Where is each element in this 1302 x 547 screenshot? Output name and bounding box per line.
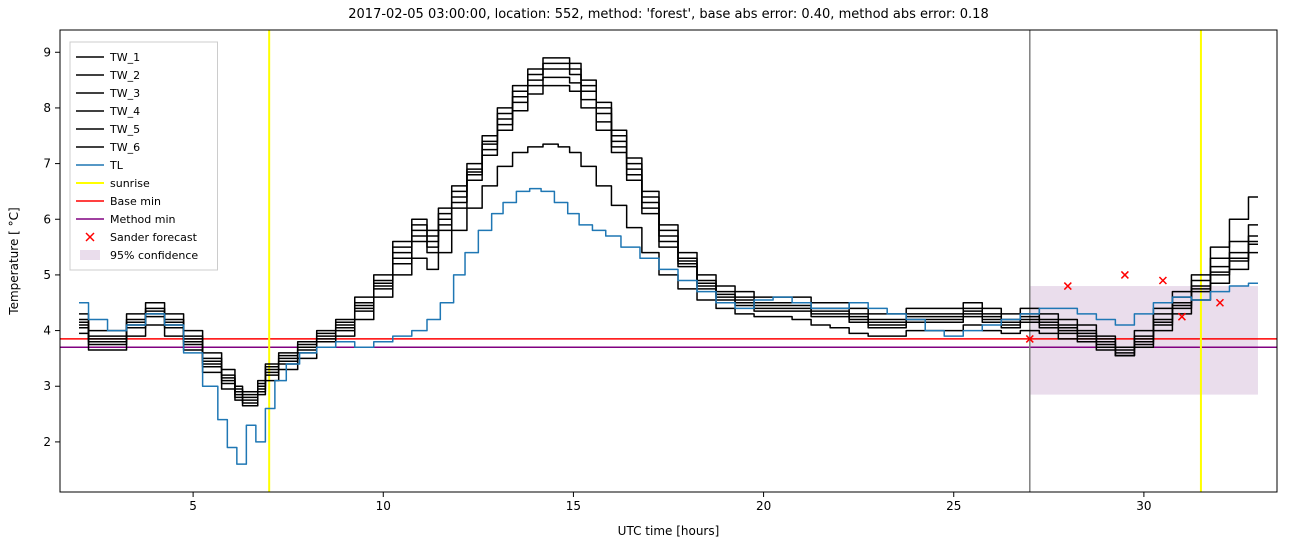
legend-label: TW_4 xyxy=(109,105,140,118)
x-tick-label: 15 xyxy=(566,499,581,513)
x-axis-label: UTC time [hours] xyxy=(618,524,720,538)
x-tick-label: 20 xyxy=(756,499,771,513)
legend-label: TW_1 xyxy=(109,51,140,64)
legend-label: TW_2 xyxy=(109,69,140,82)
y-tick-label: 5 xyxy=(43,268,51,282)
legend-label: sunrise xyxy=(110,177,150,190)
y-tick-label: 3 xyxy=(43,379,51,393)
legend-swatch-patch xyxy=(80,250,100,260)
legend: TW_1 TW_2 TW_3 TW_4 TW_5 TW_6 TL sunrise Base mi… xyxy=(70,42,218,270)
chart-title: 2017-02-05 03:00:00, location: 552, meth… xyxy=(348,7,988,22)
y-tick-label: 7 xyxy=(43,157,51,171)
legend-label: Method min xyxy=(110,213,176,226)
legend-label: Sander forecast xyxy=(110,231,198,244)
line-chart: 5 10 15 20 25 30 2 3 4 5 6 7 8 9 UTC time [hours] Tempe… xyxy=(0,0,1302,547)
legend-label: Base min xyxy=(110,195,161,208)
y-axis-label: Temperature [ °C] xyxy=(7,207,21,315)
legend-label: TW_5 xyxy=(109,123,140,136)
chart-container: 5 10 15 20 25 30 2 3 4 5 6 7 8 9 UTC time [hours] Tempe… xyxy=(0,0,1302,547)
legend-label: TW_3 xyxy=(109,87,140,100)
x-tick-label: 10 xyxy=(376,499,391,513)
y-tick-label: 9 xyxy=(43,45,51,59)
legend-label: TW_6 xyxy=(109,141,140,154)
y-tick-label: 4 xyxy=(43,324,51,338)
legend-label: TL xyxy=(109,159,124,172)
confidence-band xyxy=(1030,286,1258,395)
legend-label: 95% confidence xyxy=(110,249,198,262)
x-tick-label: 25 xyxy=(946,499,961,513)
x-tick-label: 30 xyxy=(1136,499,1151,513)
y-tick-label: 2 xyxy=(43,435,51,449)
y-tick-label: 8 xyxy=(43,101,51,115)
x-tick-label: 5 xyxy=(189,499,197,513)
y-tick-label: 6 xyxy=(43,212,51,226)
